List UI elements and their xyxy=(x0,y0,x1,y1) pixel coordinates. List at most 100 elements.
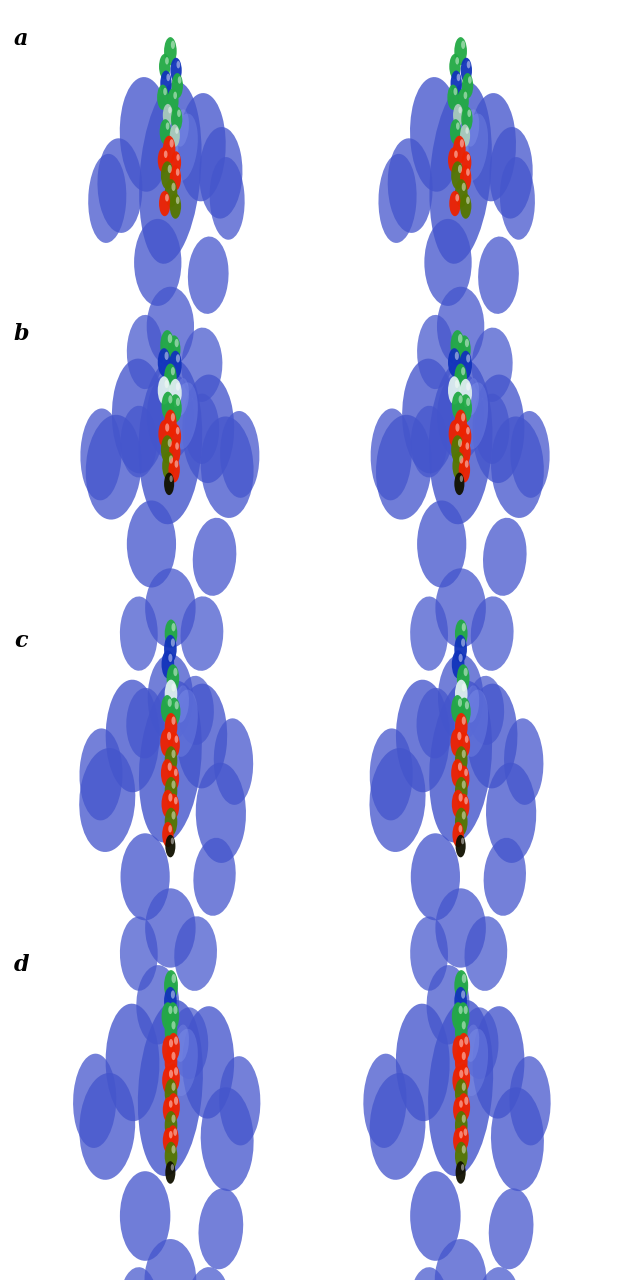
Ellipse shape xyxy=(451,161,464,189)
Ellipse shape xyxy=(410,77,461,192)
Ellipse shape xyxy=(176,383,180,390)
Ellipse shape xyxy=(138,1000,203,1176)
Ellipse shape xyxy=(165,424,169,431)
Ellipse shape xyxy=(164,987,177,1015)
Ellipse shape xyxy=(175,461,179,467)
Ellipse shape xyxy=(186,1267,230,1280)
Ellipse shape xyxy=(168,396,172,403)
Ellipse shape xyxy=(165,777,177,805)
Ellipse shape xyxy=(172,73,183,99)
Ellipse shape xyxy=(167,74,170,81)
Ellipse shape xyxy=(459,396,463,403)
Ellipse shape xyxy=(170,383,198,449)
Ellipse shape xyxy=(165,1142,177,1170)
Ellipse shape xyxy=(193,838,236,915)
Ellipse shape xyxy=(162,650,174,678)
Ellipse shape xyxy=(411,406,447,477)
Ellipse shape xyxy=(171,41,175,49)
Ellipse shape xyxy=(169,439,180,465)
Ellipse shape xyxy=(136,965,179,1044)
Ellipse shape xyxy=(184,393,220,465)
Ellipse shape xyxy=(467,684,517,788)
Ellipse shape xyxy=(201,1087,254,1192)
Ellipse shape xyxy=(427,965,469,1044)
Ellipse shape xyxy=(165,58,169,64)
Ellipse shape xyxy=(460,124,470,147)
Ellipse shape xyxy=(461,151,471,174)
Ellipse shape xyxy=(162,1036,175,1064)
Ellipse shape xyxy=(453,1128,464,1153)
Ellipse shape xyxy=(455,1142,468,1170)
Ellipse shape xyxy=(162,452,175,480)
Ellipse shape xyxy=(464,1024,480,1062)
Ellipse shape xyxy=(170,58,182,83)
Ellipse shape xyxy=(450,119,461,145)
Ellipse shape xyxy=(162,392,174,420)
Ellipse shape xyxy=(174,668,177,676)
Ellipse shape xyxy=(461,1029,488,1096)
Ellipse shape xyxy=(169,456,173,463)
Ellipse shape xyxy=(466,383,470,390)
Ellipse shape xyxy=(139,681,202,842)
Ellipse shape xyxy=(169,1101,173,1107)
Ellipse shape xyxy=(168,765,179,791)
Ellipse shape xyxy=(219,1056,261,1146)
Ellipse shape xyxy=(112,358,166,474)
Ellipse shape xyxy=(455,352,459,360)
Ellipse shape xyxy=(438,654,483,741)
Ellipse shape xyxy=(120,77,170,192)
Ellipse shape xyxy=(455,713,468,741)
Ellipse shape xyxy=(171,106,182,132)
Ellipse shape xyxy=(461,1164,464,1171)
Ellipse shape xyxy=(170,193,181,219)
Ellipse shape xyxy=(457,664,469,692)
Ellipse shape xyxy=(464,1129,468,1135)
Ellipse shape xyxy=(483,838,526,915)
Ellipse shape xyxy=(170,690,198,756)
Ellipse shape xyxy=(169,351,182,379)
Ellipse shape xyxy=(167,88,179,114)
Ellipse shape xyxy=(451,70,462,96)
Ellipse shape xyxy=(452,452,465,480)
Ellipse shape xyxy=(172,684,175,691)
Ellipse shape xyxy=(165,1111,177,1139)
Ellipse shape xyxy=(451,330,464,361)
Ellipse shape xyxy=(370,748,425,852)
Ellipse shape xyxy=(80,748,135,852)
Ellipse shape xyxy=(73,1053,116,1148)
Ellipse shape xyxy=(97,138,143,233)
Ellipse shape xyxy=(461,367,465,375)
Ellipse shape xyxy=(468,93,516,201)
Ellipse shape xyxy=(171,837,174,845)
Ellipse shape xyxy=(161,161,174,189)
Ellipse shape xyxy=(370,1073,425,1180)
Ellipse shape xyxy=(165,195,169,201)
Ellipse shape xyxy=(466,398,470,406)
Ellipse shape xyxy=(454,987,467,1015)
Ellipse shape xyxy=(166,123,170,129)
Ellipse shape xyxy=(468,110,471,116)
Ellipse shape xyxy=(158,420,171,448)
Ellipse shape xyxy=(145,568,196,648)
Ellipse shape xyxy=(169,1070,173,1078)
Ellipse shape xyxy=(169,1132,173,1138)
Ellipse shape xyxy=(461,690,488,756)
Ellipse shape xyxy=(402,358,456,474)
Ellipse shape xyxy=(452,1036,465,1064)
Ellipse shape xyxy=(461,639,465,646)
Ellipse shape xyxy=(161,759,174,787)
Ellipse shape xyxy=(174,1024,189,1062)
Ellipse shape xyxy=(177,676,214,745)
Ellipse shape xyxy=(464,1037,468,1044)
Ellipse shape xyxy=(145,888,196,968)
Ellipse shape xyxy=(163,104,173,127)
Ellipse shape xyxy=(169,394,182,422)
Ellipse shape xyxy=(165,1161,175,1184)
Ellipse shape xyxy=(174,109,189,147)
Ellipse shape xyxy=(456,424,459,431)
Ellipse shape xyxy=(417,315,454,389)
Ellipse shape xyxy=(475,393,510,465)
Ellipse shape xyxy=(174,1037,178,1044)
Ellipse shape xyxy=(165,1018,177,1046)
Ellipse shape xyxy=(177,684,227,788)
